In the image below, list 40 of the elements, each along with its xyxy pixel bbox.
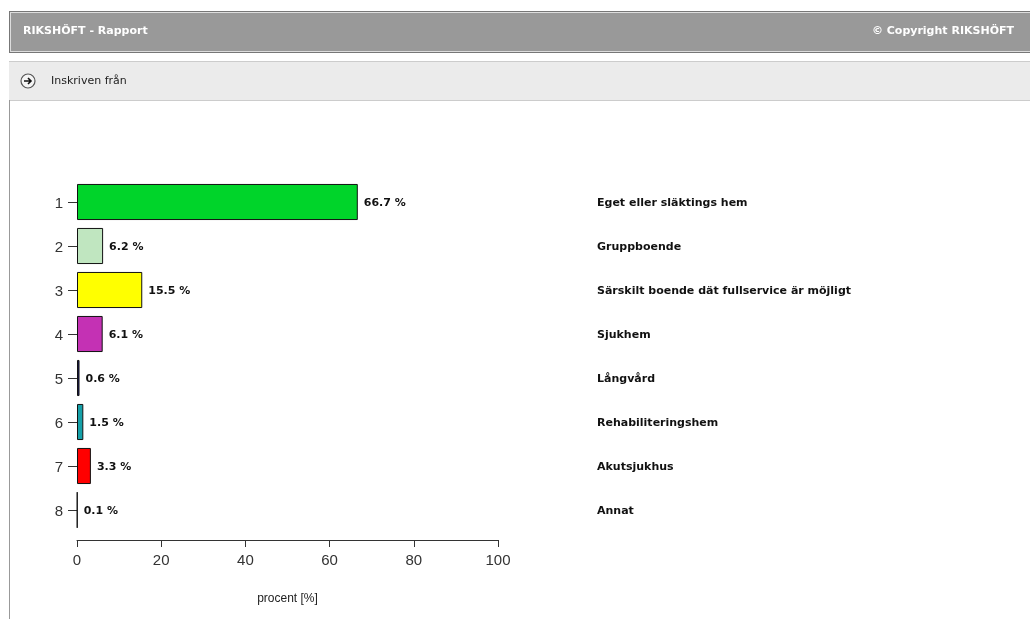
- x-tick-label: 80: [405, 551, 423, 568]
- bar: [77, 315, 103, 353]
- text: Annat: [597, 503, 634, 517]
- x-tick-label: 20: [152, 551, 170, 568]
- x-tick-label: 40: [237, 551, 254, 568]
- data-label: 6.1 %: [108, 327, 144, 341]
- y-tick-label: 5: [54, 369, 63, 387]
- data-label: 6.2 %: [109, 239, 144, 253]
- text: Gruppboende: [597, 239, 682, 253]
- chart-title: RIKSHÖFT - Rapport: [23, 24, 148, 37]
- data-label: 0.6 %: [85, 371, 120, 385]
- data-label: 15.5 %: [148, 283, 191, 297]
- bar: [77, 271, 143, 309]
- text: Eget eller släktings hem: [597, 195, 748, 209]
- bar: [77, 447, 91, 485]
- x-tick-label: 100: [485, 551, 511, 568]
- text: Rehabiliteringshem: [597, 415, 719, 429]
- text: Långvård: [597, 371, 656, 385]
- data-label: 0.1 %: [83, 503, 119, 517]
- chart-subtitle: Inskriven från: [51, 74, 127, 87]
- y-tick-label: 4: [54, 325, 63, 343]
- x-axis-title: procent [%]: [257, 591, 318, 605]
- x-tick-label: 0: [72, 551, 82, 568]
- text: Sjukhem: [597, 327, 651, 341]
- data-label: 1.5 %: [89, 415, 124, 429]
- y-tick-label: 6: [54, 413, 63, 431]
- y-tick-label: 1: [54, 193, 63, 211]
- y-tick-label: 7: [54, 457, 63, 475]
- bar: [77, 227, 104, 265]
- y-tick-label: 2: [54, 237, 63, 255]
- text: © Copyright RIKSHÖFT: [871, 24, 1014, 37]
- text: Särskilt boende dät fullservice är möjligt: [597, 283, 852, 297]
- bar: [77, 183, 358, 221]
- text: Akutsjukhus: [597, 459, 675, 473]
- y-tick-label: 8: [54, 501, 63, 519]
- x-tick-label: 60: [321, 551, 338, 568]
- data-label: 3.3 %: [96, 459, 132, 473]
- y-tick-label: 3: [54, 281, 63, 299]
- bar: [77, 403, 84, 441]
- data-label: 66.7 %: [363, 195, 406, 209]
